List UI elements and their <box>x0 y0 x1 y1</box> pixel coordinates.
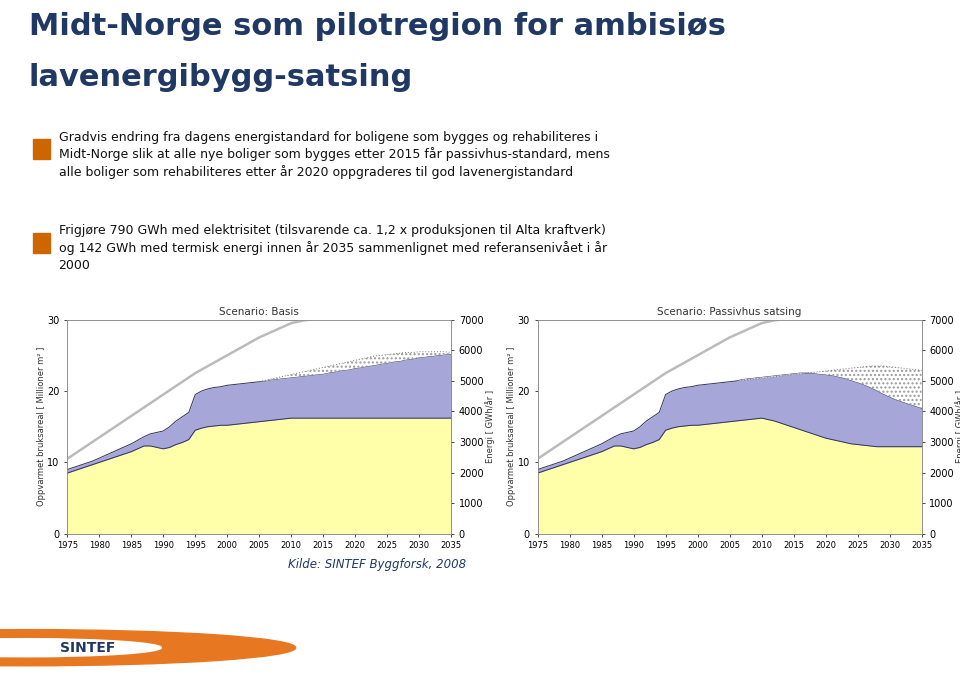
Text: lavenergibygg-satsing: lavenergibygg-satsing <box>29 63 413 92</box>
Text: Frigjøre 790 GWh med elektrisitet (tilsvarende ca. 1,2 x produksjonen til Alta k: Frigjøre 790 GWh med elektrisitet (tilsv… <box>59 224 607 272</box>
Bar <box>34 233 50 253</box>
Text: Kilde: SINTEF Byggforsk, 2008: Kilde: SINTEF Byggforsk, 2008 <box>288 558 467 571</box>
Circle shape <box>0 630 296 666</box>
Circle shape <box>660 638 765 645</box>
Y-axis label: Energi [ GWh/år ]: Energi [ GWh/år ] <box>485 390 494 463</box>
Text: Gradvis endring fra dagens energistandard for boligene som bygges og rehabiliter: Gradvis endring fra dagens energistandar… <box>59 131 610 179</box>
Text: 10: 10 <box>915 640 936 656</box>
Y-axis label: Oppvarmet bruksareal [ Millioner m² ]: Oppvarmet bruksareal [ Millioner m² ] <box>507 347 516 507</box>
Y-axis label: Oppvarmet bruksareal [ Millioner m² ]: Oppvarmet bruksareal [ Millioner m² ] <box>36 347 46 507</box>
Text: SINTEF: SINTEF <box>60 641 115 655</box>
Circle shape <box>681 638 786 645</box>
Circle shape <box>638 638 744 645</box>
Circle shape <box>723 638 828 645</box>
Bar <box>34 139 50 159</box>
Title: Scenario: Basis: Scenario: Basis <box>219 307 300 318</box>
Text: Midt-Norge som pilotregion for ambisiøs: Midt-Norge som pilotregion for ambisiøs <box>29 12 726 41</box>
Circle shape <box>765 638 871 645</box>
Circle shape <box>0 639 161 657</box>
Title: Scenario: Passivhus satsing: Scenario: Passivhus satsing <box>658 307 802 318</box>
Circle shape <box>702 638 807 645</box>
Y-axis label: Energi [ GWh/år ]: Energi [ GWh/år ] <box>955 390 960 463</box>
Circle shape <box>744 638 850 645</box>
Text: Byggforsk: Byggforsk <box>437 640 523 656</box>
FancyBboxPatch shape <box>0 622 163 673</box>
